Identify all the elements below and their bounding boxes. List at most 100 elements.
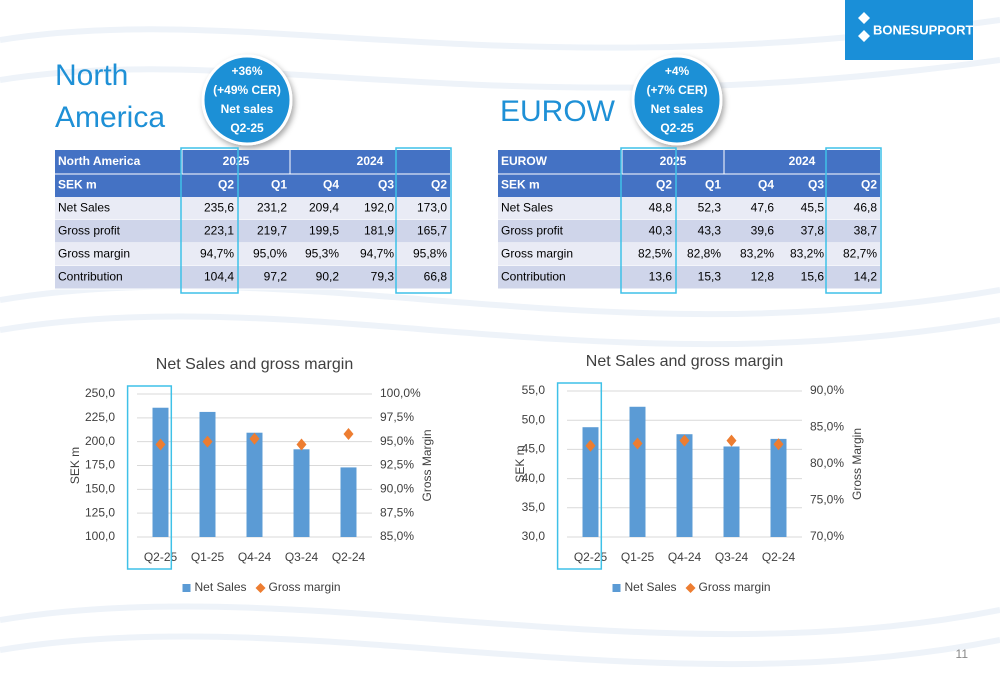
highlight-box <box>395 147 452 294</box>
badge-text: Net sales <box>221 102 274 116</box>
diamond-marker <box>679 434 690 447</box>
x-tick-label: Q2-24 <box>332 550 366 564</box>
highlight-box <box>620 147 677 294</box>
table-cell: 97,2 <box>264 270 288 284</box>
table-header-cell: 2025 <box>223 154 250 168</box>
table-row-label: Gross profit <box>501 224 564 238</box>
y2-tick-label: 85,0% <box>380 529 414 543</box>
table-cell: 38,7 <box>854 224 878 238</box>
y-tick-label: 175,0 <box>85 458 115 472</box>
table-cell: 45,5 <box>801 201 825 215</box>
y-tick-label: 35,0 <box>522 500 546 514</box>
bar <box>152 407 169 537</box>
y-tick-label: 150,0 <box>85 482 115 496</box>
table-row <box>55 266 450 289</box>
table-cell: 37,8 <box>801 224 825 238</box>
diamond-marker <box>296 438 307 451</box>
badge-text: (+49% CER) <box>213 83 281 97</box>
bar <box>582 427 599 537</box>
legend-marker <box>685 583 696 593</box>
badge-text: (+7% CER) <box>646 83 707 97</box>
diamond-marker <box>343 428 354 441</box>
legend-marker <box>612 584 621 592</box>
table-row-label: Net Sales <box>501 201 553 215</box>
legend-label: Gross margin <box>699 580 771 594</box>
table-cell: 15,6 <box>801 270 825 284</box>
y2-tick-label: 100,0% <box>380 386 421 400</box>
y2-tick-label: 87,5% <box>380 505 414 519</box>
table-cell: 235,6 <box>204 201 234 215</box>
y-tick-label: 50,0 <box>522 412 546 426</box>
diamond-marker <box>202 435 213 448</box>
table-cell: 40,3 <box>649 224 673 238</box>
diamond-marker <box>773 438 784 451</box>
region-title: EUROW <box>500 95 616 128</box>
table-cell: 192,0 <box>364 201 394 215</box>
y-tick-label: 250,0 <box>85 386 115 400</box>
x-tick-label: Q2-24 <box>762 550 796 564</box>
y2-tick-label: 97,5% <box>380 410 414 424</box>
diamond-marker <box>155 438 166 451</box>
y2-tick-label: 85,0% <box>810 420 844 434</box>
logo-box <box>845 0 973 60</box>
table-row-label: Contribution <box>501 270 566 284</box>
table-cell: 12,8 <box>751 270 775 284</box>
table-column-header: Q3 <box>378 178 394 192</box>
legend-label: Net Sales <box>625 580 677 594</box>
table-cell: 83,2% <box>740 247 774 261</box>
table-column-header: Q2 <box>431 178 447 192</box>
y2-tick-label: 90,0% <box>380 482 414 496</box>
badge-text: Net sales <box>651 102 704 116</box>
table-row <box>498 220 880 243</box>
table-cell: 79,3 <box>371 270 395 284</box>
y-tick-label: 55,0 <box>522 383 546 397</box>
table-row <box>55 243 450 266</box>
x-tick-label: Q4-24 <box>238 550 272 564</box>
x-tick-label: Q1-25 <box>191 550 225 564</box>
bar <box>340 467 357 537</box>
table-column-header: Q4 <box>323 178 339 192</box>
y2-tick-label: 92,5% <box>380 458 414 472</box>
highlight-box <box>126 385 173 570</box>
legend-label: Gross margin <box>269 580 341 594</box>
highlight-box <box>825 147 882 294</box>
bar <box>293 449 310 537</box>
logo-icon <box>858 12 870 42</box>
badge <box>631 54 723 146</box>
chart-title: Net Sales and gross margin <box>586 353 783 370</box>
table-cell: 104,4 <box>204 270 234 284</box>
legend-label: Net Sales <box>195 580 247 594</box>
table-row-label: Gross margin <box>58 247 130 261</box>
diamond-marker <box>585 439 596 452</box>
y-tick-label: 225,0 <box>85 410 115 424</box>
table-row-label: Net Sales <box>58 201 110 215</box>
table-cell: 95,0% <box>253 247 287 261</box>
region-title: America <box>55 101 165 134</box>
y-tick-label: 100,0 <box>85 529 115 543</box>
table-cell: 94,7% <box>200 247 234 261</box>
badge-text: Q2-25 <box>230 121 264 135</box>
table-cell: 39,6 <box>751 224 775 238</box>
y-tick-label: 200,0 <box>85 434 115 448</box>
table-header-cell: North America <box>58 154 141 168</box>
diamond-marker <box>726 434 737 447</box>
y-tick-label: 45,0 <box>522 442 546 456</box>
table-cell: 66,8 <box>424 270 448 284</box>
table-cell: 82,5% <box>638 247 672 261</box>
bar <box>199 411 216 537</box>
table-cell: 94,7% <box>360 247 394 261</box>
table-cell: 83,2% <box>790 247 824 261</box>
table-cell: 219,7 <box>257 224 287 238</box>
table-column-header: Q3 <box>808 178 824 192</box>
legend-marker <box>182 584 191 592</box>
table-cell: 95,8% <box>413 247 447 261</box>
table-cell: 181,9 <box>364 224 394 238</box>
table-cell: 48,8 <box>649 201 673 215</box>
x-tick-label: Q3-24 <box>285 550 319 564</box>
table-row-label: Gross margin <box>501 247 573 261</box>
x-tick-label: Q2-25 <box>574 550 608 564</box>
bar <box>629 406 646 537</box>
table-cell: 95,3% <box>305 247 339 261</box>
table-cell: 82,7% <box>843 247 877 261</box>
